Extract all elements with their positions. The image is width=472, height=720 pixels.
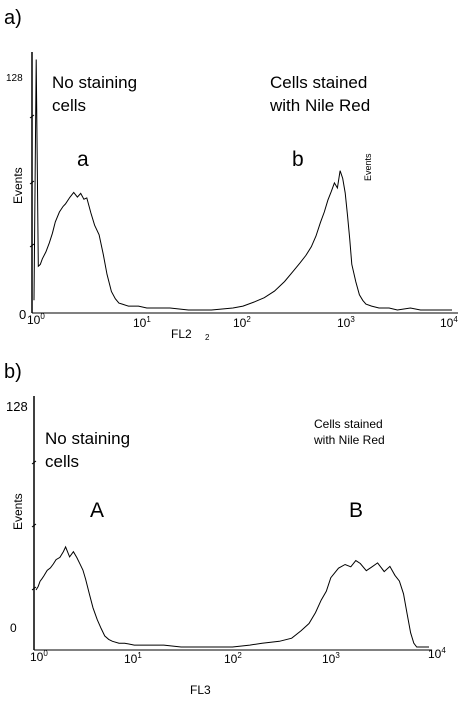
panel-a-ytick-label-zero: 0 (19, 307, 26, 322)
panel-a-xlabel: FL2 (171, 327, 192, 341)
panel-a-xtick-base: 10 (337, 316, 351, 330)
panel-b-histogram-line (35, 545, 429, 648)
panel-b-annotation-no-staining-line-1: No staining (45, 429, 130, 448)
panel-a-xtick-exponent: 4 (453, 315, 458, 324)
panel-a-stray-mark: 2 (205, 333, 210, 342)
panel-b-xtick-label: 103 (322, 651, 340, 666)
panel-b-xtick-exponent: 0 (43, 649, 48, 658)
panel-b-ytick-label-max: 128 (6, 399, 28, 414)
panel-a-xtick-exponent: 2 (246, 315, 251, 324)
panel-b-xtick-exponent: 2 (237, 651, 242, 660)
panel-a-xtick-base: 10 (133, 316, 147, 330)
panel-b-xtick-base: 10 (124, 652, 138, 666)
panel-a-annotation-stained: Cells stained with Nile Red (269, 73, 372, 115)
panel-a-xtick-label: 102 (233, 315, 251, 330)
panel-b-xtick-base: 10 (322, 652, 336, 666)
panel-b-xtick-exponent: 3 (335, 651, 340, 660)
panel-a-annotation-no-staining: No staining cells (52, 73, 142, 115)
panel-a-xtick-labels: 100 101 102 103 104 (27, 312, 458, 330)
panel-b-xtick-label: 101 (124, 651, 142, 666)
panel-a-xtick-label: 100 (27, 312, 45, 327)
panel-b-ytick-mark (31, 523, 37, 528)
panel-b-xtick-label: 104 (428, 646, 446, 661)
panel-a-right-axis-label: Events (363, 153, 373, 181)
panel-a-peak-label-a: a (77, 148, 89, 171)
panel-a-annotation-no-staining-line-1: No staining (52, 73, 137, 92)
panel-b-ytick-mark (31, 460, 37, 465)
panel-b-xtick-labels: 100 101 102 103 104 (30, 646, 446, 666)
panel-b-annotation-no-staining-line-2: cells (45, 452, 79, 471)
panel-b-xtick-exponent: 4 (441, 646, 446, 655)
panel-a-annotation-stained-line-1: Cells stained (270, 73, 367, 92)
panel-a-ytick-label-max: 128 (6, 73, 23, 84)
panel-a-xtick-base: 10 (233, 316, 247, 330)
panel-a-annotation-stained-line-2: with Nile Red (269, 96, 370, 115)
panel-b-annotation-no-staining: No staining cells (45, 429, 135, 471)
panel-b-xtick-exponent: 1 (137, 651, 142, 660)
panel-a-xtick-base: 10 (440, 316, 454, 330)
panel-b-annotation-stained-line-1: Cells stained (314, 417, 383, 431)
panel-a-xtick-label: 101 (133, 315, 151, 330)
panel-a-xtick-label: 103 (337, 315, 355, 330)
panel-b: b) 128 0 Events No staining cells Cells … (4, 361, 446, 697)
panel-b-xlabel: FL3 (190, 683, 211, 697)
panel-b-xtick-base: 10 (224, 652, 238, 666)
panel-b-xtick-label: 100 (30, 649, 48, 664)
panel-a-peak-label-b: b (292, 148, 304, 171)
panel-a-xtick-label: 104 (440, 315, 458, 330)
panel-b-ytick-mark (31, 586, 37, 591)
panel-a-ytick-mark (29, 243, 35, 248)
panel-a-xtick-exponent: 3 (350, 315, 355, 324)
panel-b-annotation-stained-line-2: with Nile Red (313, 433, 385, 447)
panel-a-annotation-no-staining-line-2: cells (52, 96, 86, 115)
panel-b-xtick-base: 10 (30, 650, 44, 664)
panel-b-annotation-stained: Cells stained with Nile Red (313, 417, 386, 447)
panel-a-ytick-mark (29, 114, 35, 119)
panel-a-histogram-line (33, 59, 452, 311)
panel-a-xtick-base: 10 (27, 313, 41, 327)
panel-b-ytick-label-zero: 0 (10, 621, 17, 635)
panel-b-ylabel: Events (11, 493, 25, 530)
panel-a-xtick-exponent: 0 (40, 312, 45, 321)
panel-a-ytick-mark (29, 180, 35, 185)
panel-b-peak-label-B: B (349, 499, 363, 522)
panel-a-ylabel: Events (11, 167, 25, 204)
panel-b-xtick-label: 102 (224, 651, 242, 666)
panel-b-xtick-base: 10 (428, 647, 442, 661)
panel-b-label: b) (4, 361, 22, 383)
panel-b-peak-label-A: A (90, 499, 104, 522)
panel-a-label: a) (4, 7, 22, 29)
panel-a-xtick-exponent: 1 (146, 315, 151, 324)
panel-a: a) 128 0 Events Events No staining cells… (4, 7, 458, 342)
